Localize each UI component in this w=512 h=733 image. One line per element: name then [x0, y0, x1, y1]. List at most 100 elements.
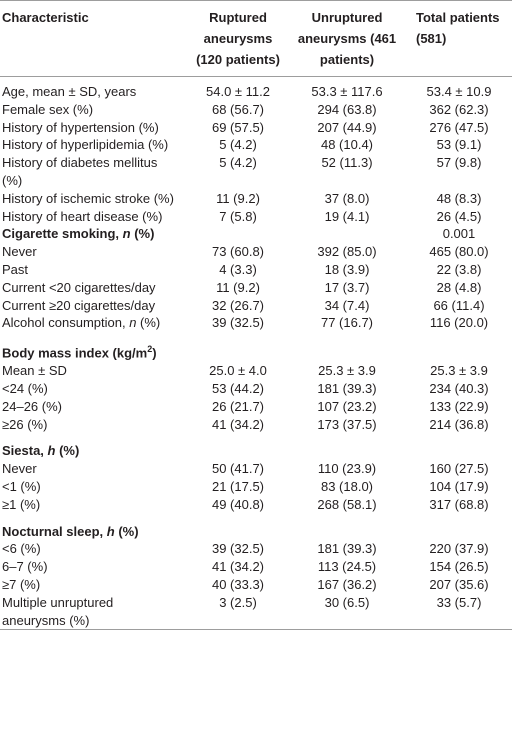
table-row: <24 (%) 53 (44.2) 181 (39.3) 234 (40.3) — [0, 380, 512, 398]
cell: 77 (16.7) — [320, 315, 374, 331]
table-row: ≥7 (%) 40 (33.3) 167 (36.2) 207 (35.6) — [0, 576, 512, 594]
label-part: h — [47, 443, 56, 459]
label-part: (%) — [55, 443, 80, 459]
cell: 57 (9.8) — [436, 155, 482, 171]
cell — [406, 433, 512, 460]
cell: 4 (3.3) — [219, 261, 257, 277]
cell: 104 (17.9) — [429, 479, 489, 495]
cell: 173 (37.5) — [317, 416, 377, 432]
table-body: Age, mean ± SD, years 54.0 ± 11.2 53.3 ± 1… — [0, 77, 512, 631]
label-part: 2 — [147, 344, 153, 355]
cell: 69 (57.5) — [211, 119, 265, 135]
row-label: Never — [2, 461, 37, 477]
table-row: History of ischemic stroke (%) 11 (9.2) 37… — [0, 190, 512, 208]
cell: 28 (4.8) — [436, 279, 482, 295]
cell: 53.3 ± 117.6 — [311, 84, 383, 99]
row-label: 24–26 (%) — [2, 398, 62, 414]
cell: 68 (56.7) — [211, 101, 265, 117]
cell: 392 (85.0) — [317, 244, 377, 260]
table-row: 24–26 (%) 26 (21.7) 107 (23.2) 133 (22.9) — [0, 398, 512, 416]
label-part: Cigarette smoking, — [2, 226, 123, 242]
table-row: Current ≥20 cigarettes/day 32 (26.7) 34 (7… — [0, 297, 512, 315]
row-label: <1 (%) — [2, 479, 41, 495]
cell: 19 (4.1) — [324, 208, 370, 224]
cell: 48 (10.4) — [320, 137, 374, 153]
cell: 66 (11.4) — [433, 297, 485, 313]
cell: 53.4 ± 10.9 — [426, 84, 492, 99]
table-row: Siesta, h (%) — [0, 433, 512, 460]
row-label: Age, mean ± SD, years — [2, 84, 137, 99]
row-label: Cigarette smoking, n (%) — [0, 225, 188, 243]
cell: 40 (33.3) — [211, 577, 265, 593]
data-table: Characteristic Ruptured aneurysms (120 pa… — [0, 0, 512, 631]
cell — [288, 514, 406, 541]
table-row: Alcohol consumption, n (%) 39 (32.5) 77 (1… — [0, 314, 512, 332]
cell: 214 (36.8) — [429, 416, 489, 432]
cell: 317 (68.8) — [429, 496, 489, 512]
table-row: 6–7 (%) 41 (34.2) 113 (24.5) 154 (26.5) — [0, 558, 512, 576]
column-header: Total patients (581) — [406, 0, 512, 77]
table-row: ≥26 (%) 41 (34.2) 173 (37.5) 214 (36.8) — [0, 416, 512, 434]
cell — [188, 225, 288, 243]
row-label: History of hyperlipidemia (%) — [2, 137, 169, 153]
table-row: <6 (%) 39 (32.5) 181 (39.3) 220 (37.9) — [0, 540, 512, 558]
cell: 41 (34.2) — [211, 416, 265, 432]
cell: 39 (32.5) — [211, 541, 265, 557]
cell — [188, 514, 288, 541]
cell: 5 (4.2) — [219, 137, 257, 153]
row-label: Nocturnal sleep, h (%) — [0, 514, 188, 541]
cell: 37 (8.0) — [324, 190, 370, 206]
header-row: Characteristic Ruptured aneurysms (120 pa… — [0, 0, 512, 77]
cell — [406, 332, 512, 362]
cell: 207 (44.9) — [317, 119, 377, 135]
table-row: Never 73 (60.8) 392 (85.0) 465 (80.0) — [0, 243, 512, 261]
label-part: n — [122, 226, 131, 242]
cell: 154 (26.5) — [429, 559, 489, 575]
cell: 25.3 ± 3.9 — [318, 363, 376, 379]
table-row: Multiple unruptured aneurysms (%) 3 (2.5)… — [0, 593, 512, 631]
column-header: Characteristic — [0, 0, 188, 77]
row-label: <6 (%) — [2, 541, 41, 557]
cell: 21 (17.5) — [211, 479, 265, 495]
cell: 17 (3.7) — [324, 279, 370, 295]
row-label: ≥1 (%) — [2, 496, 41, 512]
table-row: <1 (%) 21 (17.5) 83 (18.0) 104 (17.9) — [0, 478, 512, 496]
cell — [288, 225, 406, 243]
cell: 294 (63.8) — [317, 101, 377, 117]
cell: 113 (24.5) — [317, 559, 377, 575]
label-part: h — [106, 523, 115, 539]
cell: 39 (32.5) — [211, 315, 265, 331]
cell: 276 (47.5) — [429, 119, 489, 135]
cell: 18 (3.9) — [324, 261, 370, 277]
row-label: History of ischemic stroke (%) — [2, 190, 174, 206]
cell: 26 (21.7) — [211, 398, 265, 414]
cell: 48 (8.3) — [436, 190, 482, 206]
row-label: ≥7 (%) — [2, 577, 41, 593]
row-label: Current ≥20 cigarettes/day — [2, 297, 156, 313]
cell: 11 (9.2) — [216, 190, 260, 206]
cell — [188, 433, 288, 460]
cell: 11 (9.2) — [216, 279, 260, 295]
cell: 116 (20.0) — [429, 315, 489, 331]
label-part: Alcohol consumption, — [2, 315, 130, 331]
table-row: Age, mean ± SD, years 54.0 ± 11.2 53.3 ± 1… — [0, 77, 512, 101]
cell — [188, 332, 288, 362]
row-label: Never — [2, 244, 37, 260]
cell: 7 (5.8) — [219, 208, 257, 224]
table-row: Nocturnal sleep, h (%) — [0, 514, 512, 541]
cell: 50 (41.7) — [211, 461, 265, 477]
row-label: Body mass index (kg/m2) — [0, 332, 188, 362]
cell: 25.0 ± 4.0 — [209, 363, 267, 379]
label-part: (%) — [130, 226, 155, 242]
row-label: History of hypertension (%) — [2, 119, 159, 135]
cell: 220 (37.9) — [429, 541, 489, 557]
column-header: Ruptured aneurysms (120 patients) — [188, 0, 288, 77]
cell — [406, 514, 512, 541]
table-header: Characteristic Ruptured aneurysms (120 pa… — [0, 0, 512, 77]
cell — [288, 332, 406, 362]
cell: 3 (2.5) — [188, 593, 288, 631]
label-part: (%) — [136, 315, 161, 331]
cell: 22 (3.8) — [436, 261, 482, 277]
cell: 54.0 ± 11.2 — [206, 84, 270, 99]
row-label: History of diabetes mellitus (%) — [2, 155, 158, 188]
